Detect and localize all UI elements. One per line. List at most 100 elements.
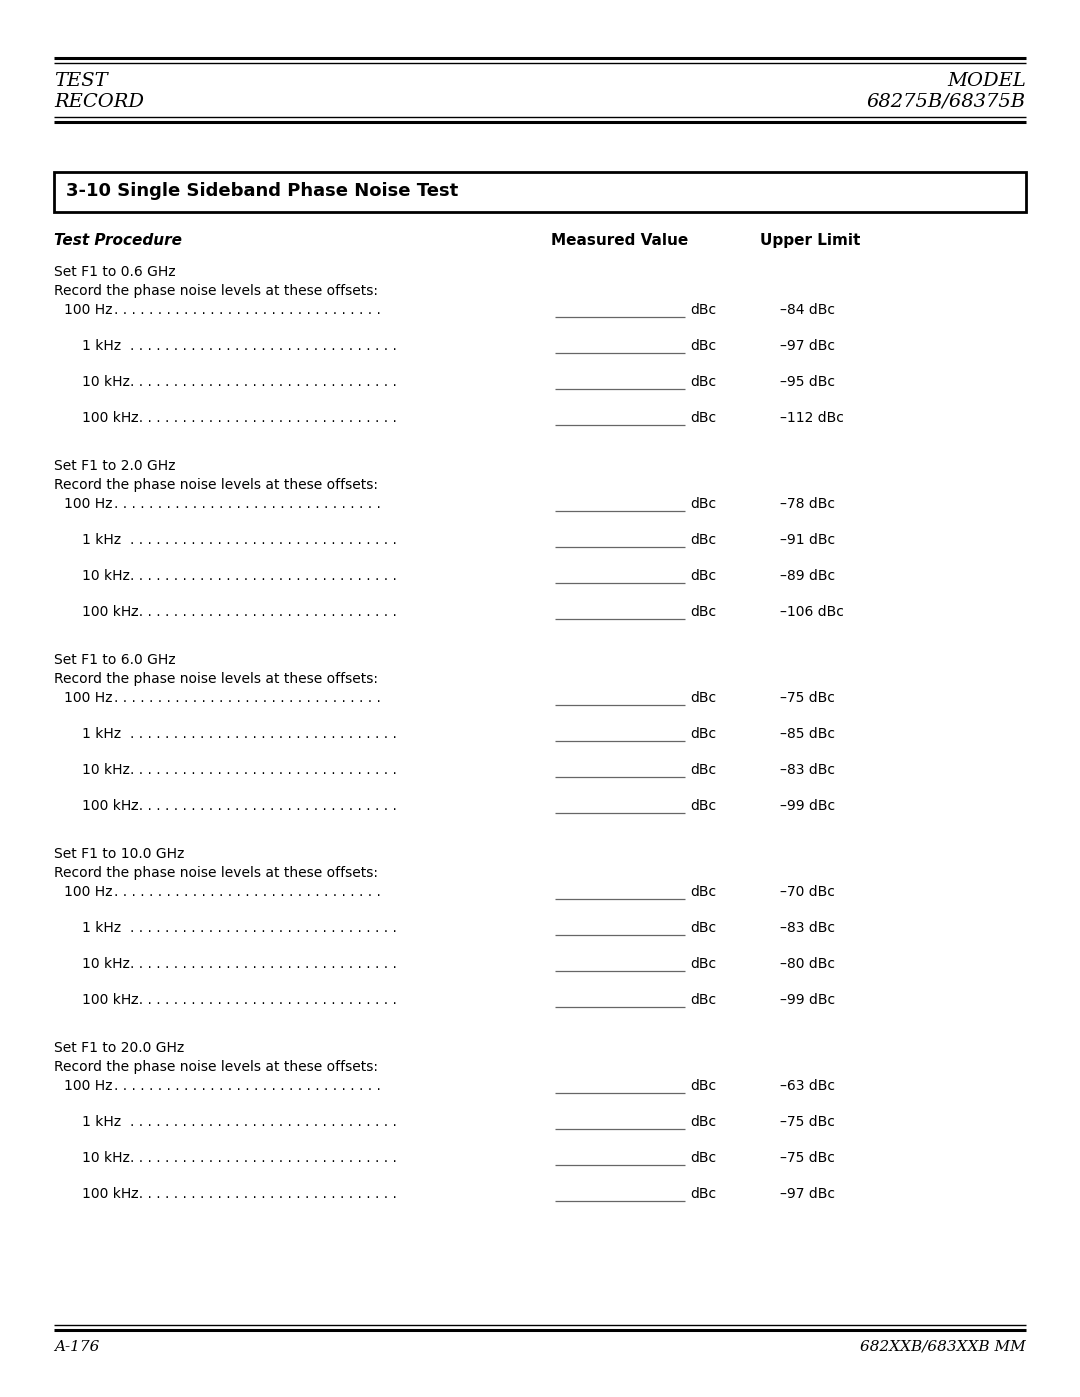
Text: . . . . . . . . . . . . . . . . . . . . . . . . . . . . . . .: . . . . . . . . . . . . . . . . . . . . …: [114, 692, 381, 705]
Text: dBc: dBc: [690, 374, 716, 388]
Text: dBc: dBc: [690, 799, 716, 813]
Text: 100 Hz: 100 Hz: [64, 497, 112, 511]
Text: –75 dBc: –75 dBc: [780, 1151, 835, 1165]
Text: dBc: dBc: [690, 993, 716, 1007]
Text: –99 dBc: –99 dBc: [780, 993, 835, 1007]
Text: . . . . . . . . . . . . . . . . . . . . . . . . . . . . . . .: . . . . . . . . . . . . . . . . . . . . …: [130, 993, 396, 1007]
Text: . . . . . . . . . . . . . . . . . . . . . . . . . . . . . . .: . . . . . . . . . . . . . . . . . . . . …: [130, 374, 396, 388]
Text: –99 dBc: –99 dBc: [780, 799, 835, 813]
Text: –83 dBc: –83 dBc: [780, 921, 835, 935]
Text: Set F1 to 20.0 GHz: Set F1 to 20.0 GHz: [54, 1041, 185, 1055]
Text: . . . . . . . . . . . . . . . . . . . . . . . . . . . . . . .: . . . . . . . . . . . . . . . . . . . . …: [130, 605, 396, 619]
Text: 1 kHz: 1 kHz: [82, 339, 121, 353]
Text: Record the phase noise levels at these offsets:: Record the phase noise levels at these o…: [54, 284, 378, 298]
Text: . . . . . . . . . . . . . . . . . . . . . . . . . . . . . . .: . . . . . . . . . . . . . . . . . . . . …: [130, 411, 396, 425]
Text: 100 kHz: 100 kHz: [82, 993, 138, 1007]
Text: dBc: dBc: [690, 339, 716, 353]
Text: dBc: dBc: [690, 605, 716, 619]
Text: MODEL: MODEL: [947, 73, 1026, 89]
Text: dBc: dBc: [690, 411, 716, 425]
Text: 100 kHz: 100 kHz: [82, 1187, 138, 1201]
Text: –97 dBc: –97 dBc: [780, 1187, 835, 1201]
Text: Set F1 to 6.0 GHz: Set F1 to 6.0 GHz: [54, 652, 176, 666]
Text: –78 dBc: –78 dBc: [780, 497, 835, 511]
Text: . . . . . . . . . . . . . . . . . . . . . . . . . . . . . . .: . . . . . . . . . . . . . . . . . . . . …: [130, 339, 396, 353]
Text: –85 dBc: –85 dBc: [780, 726, 835, 740]
Text: dBc: dBc: [690, 1115, 716, 1129]
Text: 682XXB/683XXB MM: 682XXB/683XXB MM: [861, 1340, 1026, 1354]
Text: Set F1 to 2.0 GHz: Set F1 to 2.0 GHz: [54, 460, 175, 474]
Text: A-176: A-176: [54, 1340, 99, 1354]
Text: dBc: dBc: [690, 303, 716, 317]
Text: . . . . . . . . . . . . . . . . . . . . . . . . . . . . . . .: . . . . . . . . . . . . . . . . . . . . …: [130, 534, 396, 548]
Text: Set F1 to 0.6 GHz: Set F1 to 0.6 GHz: [54, 265, 176, 279]
Text: –80 dBc: –80 dBc: [780, 957, 835, 971]
Text: . . . . . . . . . . . . . . . . . . . . . . . . . . . . . . .: . . . . . . . . . . . . . . . . . . . . …: [114, 886, 381, 900]
Text: . . . . . . . . . . . . . . . . . . . . . . . . . . . . . . .: . . . . . . . . . . . . . . . . . . . . …: [130, 763, 396, 777]
Text: . . . . . . . . . . . . . . . . . . . . . . . . . . . . . . .: . . . . . . . . . . . . . . . . . . . . …: [130, 726, 396, 740]
Text: –75 dBc: –75 dBc: [780, 1115, 835, 1129]
Text: 100 Hz: 100 Hz: [64, 886, 112, 900]
Text: Record the phase noise levels at these offsets:: Record the phase noise levels at these o…: [54, 1060, 378, 1074]
Text: 68275B/68375B: 68275B/68375B: [867, 94, 1026, 110]
Text: . . . . . . . . . . . . . . . . . . . . . . . . . . . . . . .: . . . . . . . . . . . . . . . . . . . . …: [130, 799, 396, 813]
Text: 100 kHz: 100 kHz: [82, 411, 138, 425]
Text: 10 kHz: 10 kHz: [82, 569, 130, 583]
Text: dBc: dBc: [690, 1187, 716, 1201]
Text: 10 kHz: 10 kHz: [82, 957, 130, 971]
Text: . . . . . . . . . . . . . . . . . . . . . . . . . . . . . . .: . . . . . . . . . . . . . . . . . . . . …: [130, 1151, 396, 1165]
Text: 100 kHz: 100 kHz: [82, 799, 138, 813]
Text: –106 dBc: –106 dBc: [780, 605, 843, 619]
Text: –84 dBc: –84 dBc: [780, 303, 835, 317]
Text: Upper Limit: Upper Limit: [760, 233, 860, 249]
Text: dBc: dBc: [690, 1078, 716, 1092]
Text: . . . . . . . . . . . . . . . . . . . . . . . . . . . . . . .: . . . . . . . . . . . . . . . . . . . . …: [114, 303, 381, 317]
Text: –70 dBc: –70 dBc: [780, 886, 835, 900]
Text: Record the phase noise levels at these offsets:: Record the phase noise levels at these o…: [54, 866, 378, 880]
Text: 1 kHz: 1 kHz: [82, 726, 121, 740]
Text: 10 kHz: 10 kHz: [82, 374, 130, 388]
Text: 3-10 Single Sideband Phase Noise Test: 3-10 Single Sideband Phase Noise Test: [66, 182, 458, 200]
Text: dBc: dBc: [690, 886, 716, 900]
Text: –97 dBc: –97 dBc: [780, 339, 835, 353]
Text: Record the phase noise levels at these offsets:: Record the phase noise levels at these o…: [54, 672, 378, 686]
Text: . . . . . . . . . . . . . . . . . . . . . . . . . . . . . . .: . . . . . . . . . . . . . . . . . . . . …: [114, 497, 381, 511]
Text: dBc: dBc: [690, 692, 716, 705]
Text: –95 dBc: –95 dBc: [780, 374, 835, 388]
Text: RECORD: RECORD: [54, 94, 144, 110]
Text: 100 Hz: 100 Hz: [64, 303, 112, 317]
Text: 10 kHz: 10 kHz: [82, 763, 130, 777]
Text: dBc: dBc: [690, 497, 716, 511]
Text: Record the phase noise levels at these offsets:: Record the phase noise levels at these o…: [54, 478, 378, 492]
Text: dBc: dBc: [690, 957, 716, 971]
Text: 100 Hz: 100 Hz: [64, 692, 112, 705]
Text: –83 dBc: –83 dBc: [780, 763, 835, 777]
Text: 1 kHz: 1 kHz: [82, 1115, 121, 1129]
Text: 10 kHz: 10 kHz: [82, 1151, 130, 1165]
Text: dBc: dBc: [690, 1151, 716, 1165]
Text: . . . . . . . . . . . . . . . . . . . . . . . . . . . . . . .: . . . . . . . . . . . . . . . . . . . . …: [114, 1078, 381, 1092]
Text: 100 Hz: 100 Hz: [64, 1078, 112, 1092]
Text: 1 kHz: 1 kHz: [82, 534, 121, 548]
Text: dBc: dBc: [690, 726, 716, 740]
Text: –112 dBc: –112 dBc: [780, 411, 843, 425]
Text: –63 dBc: –63 dBc: [780, 1078, 835, 1092]
Text: . . . . . . . . . . . . . . . . . . . . . . . . . . . . . . .: . . . . . . . . . . . . . . . . . . . . …: [130, 957, 396, 971]
Text: . . . . . . . . . . . . . . . . . . . . . . . . . . . . . . .: . . . . . . . . . . . . . . . . . . . . …: [130, 569, 396, 583]
Text: 1 kHz: 1 kHz: [82, 921, 121, 935]
Text: dBc: dBc: [690, 569, 716, 583]
Text: . . . . . . . . . . . . . . . . . . . . . . . . . . . . . . .: . . . . . . . . . . . . . . . . . . . . …: [130, 921, 396, 935]
Text: –75 dBc: –75 dBc: [780, 692, 835, 705]
Text: 100 kHz: 100 kHz: [82, 605, 138, 619]
Text: . . . . . . . . . . . . . . . . . . . . . . . . . . . . . . .: . . . . . . . . . . . . . . . . . . . . …: [130, 1115, 396, 1129]
Text: TEST: TEST: [54, 73, 108, 89]
Text: dBc: dBc: [690, 763, 716, 777]
Text: Measured Value: Measured Value: [552, 233, 689, 249]
Text: dBc: dBc: [690, 921, 716, 935]
Text: Set F1 to 10.0 GHz: Set F1 to 10.0 GHz: [54, 847, 185, 861]
Text: –91 dBc: –91 dBc: [780, 534, 835, 548]
Text: –89 dBc: –89 dBc: [780, 569, 835, 583]
Bar: [54, 172, 1026, 212]
Text: dBc: dBc: [690, 534, 716, 548]
Text: . . . . . . . . . . . . . . . . . . . . . . . . . . . . . . .: . . . . . . . . . . . . . . . . . . . . …: [130, 1187, 396, 1201]
